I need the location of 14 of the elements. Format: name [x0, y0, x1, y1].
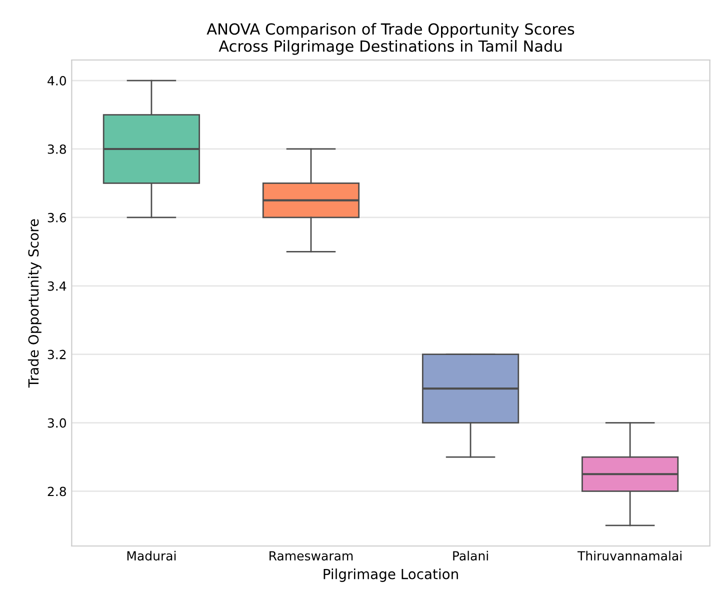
y-tick-label: 3.4	[48, 281, 66, 291]
y-tick-label: 3.2	[48, 350, 66, 360]
x-tick-label: Palani	[453, 550, 488, 561]
x-axis-title: Pilgrimage Location	[324, 568, 458, 582]
y-tick-label: 3.8	[48, 144, 66, 154]
y-tick-label: 2.8	[48, 486, 66, 496]
y-axis-title: Trade Opportunity Score	[28, 219, 42, 388]
chart-title: ANOVA Comparison of Trade Opportunity Scores Across Pilgrimage Destinations in Tamil Nadu	[206, 22, 574, 55]
y-tick-label: 3.6	[48, 212, 66, 222]
x-tick-label: Rameswaram	[270, 551, 353, 561]
y-tick-label: 4.0	[48, 76, 66, 86]
x-tick-label: Madurai	[127, 550, 176, 561]
y-tick-label: 3.0	[48, 418, 66, 428]
x-tick-label: Thiruvannamalai	[577, 550, 682, 561]
